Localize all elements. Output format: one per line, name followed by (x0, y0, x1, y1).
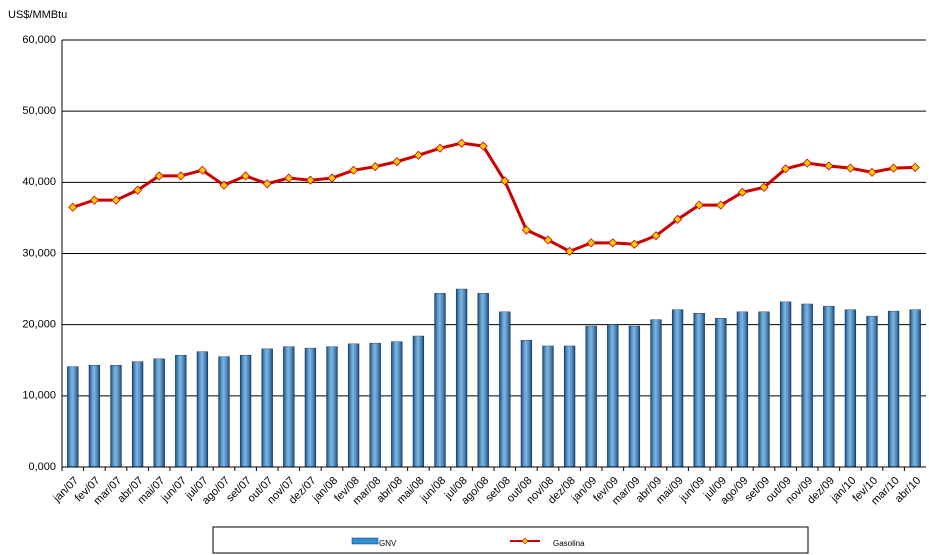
marker (435, 143, 445, 153)
bar-shade (542, 346, 554, 467)
bar-shade (564, 346, 575, 467)
line (72, 141, 916, 254)
marker (500, 176, 510, 186)
marker (284, 173, 294, 183)
marker (154, 171, 164, 181)
bar-shade (693, 313, 705, 467)
bar-shade (456, 289, 467, 467)
marker (457, 138, 467, 148)
marker (133, 185, 143, 195)
marker (392, 157, 402, 167)
marker (543, 235, 553, 245)
marker (197, 165, 207, 175)
marker (219, 180, 229, 190)
marker (176, 171, 186, 181)
marker (867, 167, 877, 177)
bar-shade (629, 326, 640, 467)
marker (716, 200, 726, 210)
bar-shade (413, 336, 424, 467)
bar-shade (283, 346, 295, 467)
legend-label: Gasolina (553, 539, 585, 548)
marker (241, 171, 251, 181)
legend-marker (521, 537, 529, 545)
marker (586, 238, 596, 248)
bar-shade (67, 366, 79, 467)
bar-shade (715, 318, 727, 467)
bar-shade (650, 319, 662, 467)
marker (68, 202, 78, 212)
bar-shade (153, 358, 165, 467)
marker (89, 195, 99, 205)
marker (413, 150, 423, 160)
marker (305, 175, 315, 185)
marker (759, 182, 769, 192)
y-tick-label: 0,000 (28, 461, 56, 473)
bar-shade (326, 346, 338, 467)
bar-shade (607, 324, 619, 467)
marker (824, 161, 834, 171)
bar-shade (197, 351, 208, 467)
y-tick-label: 60,000 (22, 34, 56, 46)
bar-shade (672, 309, 683, 467)
bar-shade (521, 340, 532, 467)
marker (370, 162, 380, 172)
bar-shade (348, 343, 359, 467)
marker (608, 238, 618, 248)
marker (737, 187, 747, 197)
y-tick-label: 20,000 (22, 319, 56, 331)
marker (802, 158, 812, 168)
bar-shade (585, 326, 597, 467)
bar-shade (758, 311, 770, 467)
bar-shade (175, 355, 187, 467)
bar-shade (909, 309, 921, 467)
legend-swatch (351, 537, 379, 545)
bar-shade (845, 309, 856, 467)
bar-shade (132, 361, 143, 467)
y-tick-label: 50,000 (22, 105, 56, 117)
marker (478, 141, 488, 151)
marker (889, 163, 899, 173)
marker (262, 179, 272, 189)
marker (349, 165, 359, 175)
marker (845, 163, 855, 173)
marker (521, 225, 531, 235)
marker (327, 173, 337, 183)
bar-shade (434, 293, 446, 467)
bar-shade (89, 365, 100, 467)
marker (694, 200, 704, 210)
marker (651, 231, 661, 241)
marker (781, 164, 791, 174)
bar-shade (823, 306, 835, 467)
bar-shade (261, 348, 273, 467)
y-tick-label: 30,000 (22, 247, 56, 259)
marker (565, 246, 575, 256)
bar-shade (801, 304, 813, 467)
bar-shade (110, 365, 122, 467)
bar-shade (391, 341, 403, 467)
bar-shade (369, 343, 381, 467)
bar-shade (240, 355, 251, 467)
marker (111, 195, 121, 205)
y-tick-label: 10,000 (22, 390, 56, 402)
legend-label: GNV (379, 539, 397, 548)
marker (910, 162, 920, 172)
bar-shade (866, 316, 878, 467)
bar-shade (780, 301, 791, 467)
bar-shade (888, 311, 899, 467)
marker (673, 214, 683, 224)
bar-shade (477, 293, 489, 467)
bar-shade (218, 356, 230, 467)
bar-shade (499, 311, 511, 467)
bar-shade (737, 311, 748, 467)
marker (629, 239, 639, 249)
y-axis-title: US$/MMBtu (8, 9, 67, 21)
y-tick-label: 40,000 (22, 176, 56, 188)
bar-shade (305, 348, 316, 467)
